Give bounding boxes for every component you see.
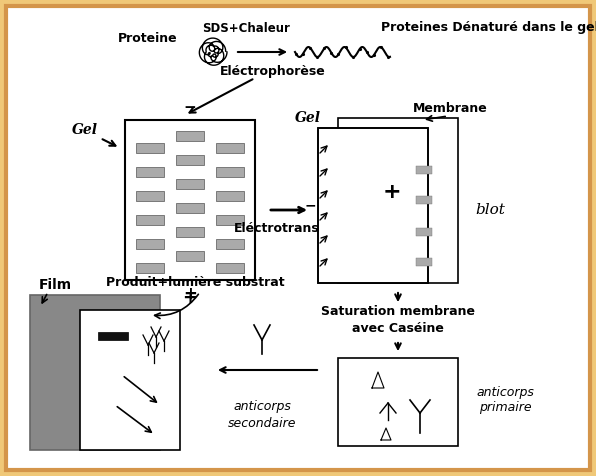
Bar bbox=[98, 332, 128, 340]
Text: blot: blot bbox=[475, 203, 505, 217]
Text: +: + bbox=[183, 285, 197, 303]
Bar bbox=[176, 227, 204, 237]
Bar bbox=[338, 358, 458, 446]
Bar bbox=[30, 295, 160, 450]
Bar bbox=[136, 191, 164, 201]
Bar bbox=[318, 128, 428, 283]
Text: Gel: Gel bbox=[295, 111, 321, 125]
Text: Membrane: Membrane bbox=[412, 101, 488, 115]
Bar bbox=[136, 215, 164, 225]
Text: +: + bbox=[182, 289, 197, 307]
Bar bbox=[136, 239, 164, 249]
Text: anticorps
secondaire: anticorps secondaire bbox=[228, 400, 296, 430]
Text: Eléctrophorèse: Eléctrophorèse bbox=[220, 66, 326, 79]
Text: Proteine: Proteine bbox=[118, 31, 178, 44]
Bar bbox=[80, 310, 180, 450]
Bar bbox=[136, 143, 164, 153]
Bar bbox=[216, 191, 244, 201]
Text: Saturation membrane
avec Caséine: Saturation membrane avec Caséine bbox=[321, 305, 475, 335]
Text: Gel: Gel bbox=[72, 123, 98, 137]
Bar bbox=[416, 258, 432, 266]
Bar bbox=[176, 203, 204, 213]
Text: Film: Film bbox=[38, 278, 72, 292]
Bar bbox=[176, 131, 204, 141]
Bar bbox=[216, 263, 244, 273]
Bar bbox=[318, 128, 428, 283]
Bar bbox=[216, 215, 244, 225]
Text: Eléctrotransfert: Eléctrotransfert bbox=[234, 221, 346, 235]
Text: anticorps
primaire: anticorps primaire bbox=[476, 386, 534, 414]
Bar bbox=[416, 166, 432, 174]
Text: SDS+Chaleur: SDS+Chaleur bbox=[202, 21, 290, 34]
Bar bbox=[136, 167, 164, 177]
Bar bbox=[416, 196, 432, 204]
Bar bbox=[176, 155, 204, 165]
Text: +: + bbox=[383, 182, 401, 202]
Bar bbox=[136, 263, 164, 273]
Bar bbox=[216, 143, 244, 153]
Text: −: − bbox=[184, 100, 196, 115]
Text: Produit+lumière substrat: Produit+lumière substrat bbox=[105, 276, 284, 288]
Bar bbox=[176, 251, 204, 261]
Bar bbox=[125, 120, 255, 280]
Bar bbox=[416, 228, 432, 236]
Bar bbox=[216, 239, 244, 249]
Text: −: − bbox=[304, 198, 316, 212]
Bar bbox=[338, 118, 458, 283]
Text: Proteines Dénaturé dans le gel: Proteines Dénaturé dans le gel bbox=[381, 21, 596, 34]
Bar bbox=[216, 167, 244, 177]
Bar bbox=[176, 179, 204, 189]
